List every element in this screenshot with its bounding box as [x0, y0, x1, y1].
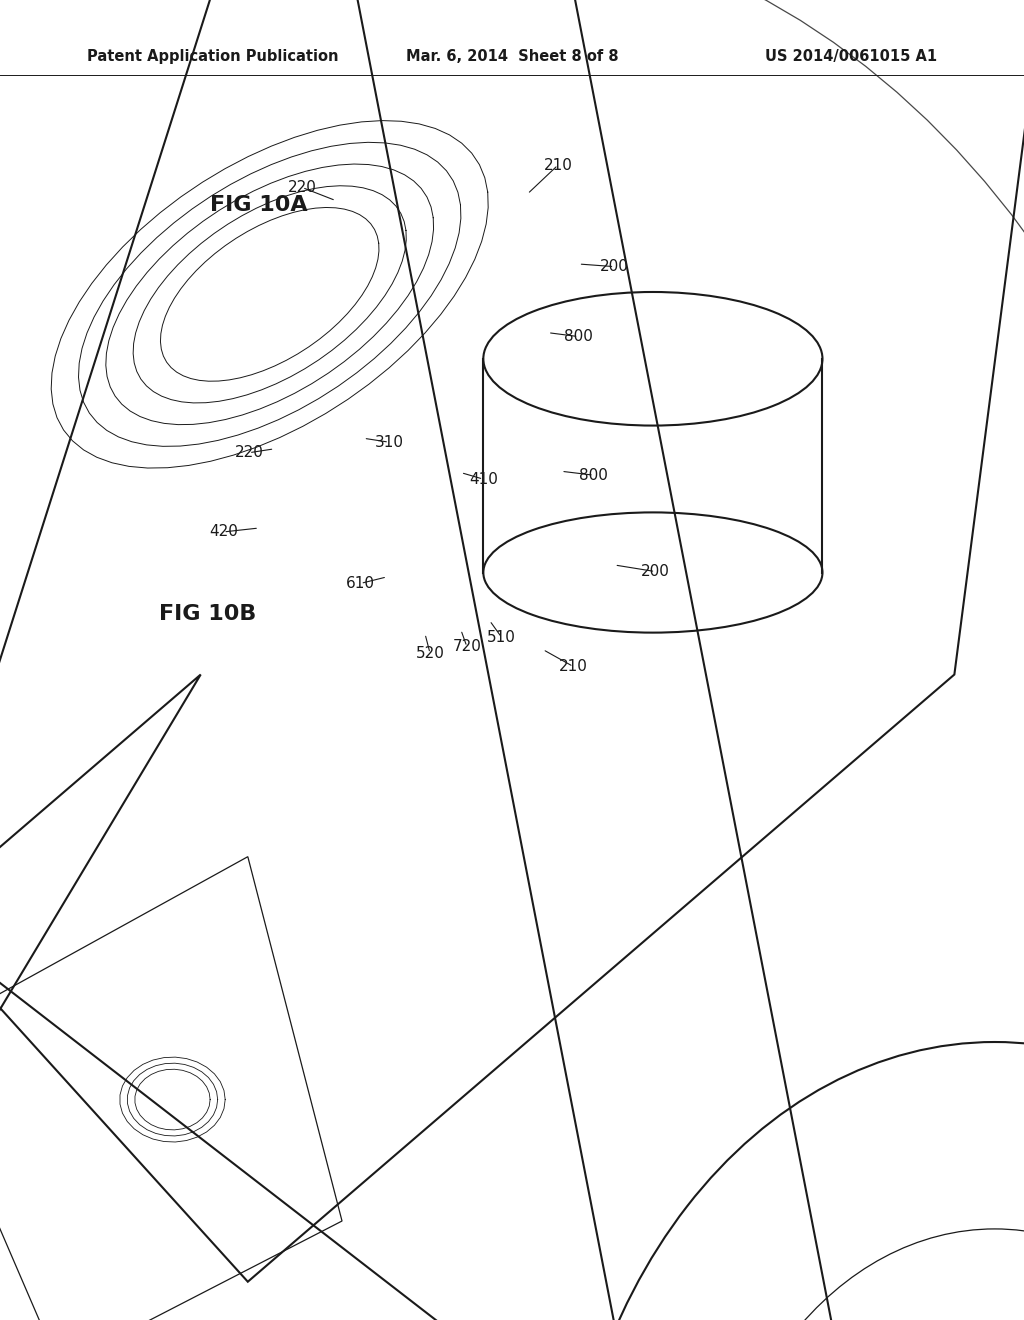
Text: Mar. 6, 2014  Sheet 8 of 8: Mar. 6, 2014 Sheet 8 of 8 [406, 49, 618, 65]
Text: 420: 420 [209, 524, 238, 540]
Text: 220: 220 [288, 180, 316, 195]
Text: Patent Application Publication: Patent Application Publication [87, 49, 339, 65]
Text: FIG 10B: FIG 10B [159, 603, 256, 624]
Text: 800: 800 [580, 467, 608, 483]
Text: 200: 200 [600, 259, 629, 275]
Text: 720: 720 [453, 639, 481, 655]
Text: 520: 520 [416, 645, 444, 661]
Text: 610: 610 [346, 576, 375, 591]
Text: 210: 210 [559, 659, 588, 675]
Text: US 2014/0061015 A1: US 2014/0061015 A1 [765, 49, 937, 65]
Text: 800: 800 [564, 329, 593, 345]
Text: 510: 510 [487, 630, 516, 645]
Text: 410: 410 [469, 471, 498, 487]
Text: 310: 310 [375, 434, 403, 450]
Text: FIG 10A: FIG 10A [210, 194, 307, 215]
Text: 210: 210 [544, 157, 572, 173]
Text: 220: 220 [234, 445, 263, 461]
Text: 200: 200 [641, 564, 670, 579]
